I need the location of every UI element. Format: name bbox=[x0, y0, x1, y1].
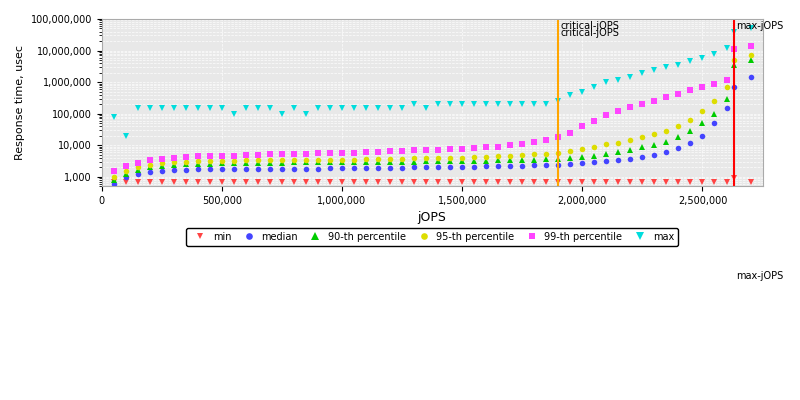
max bbox=[554, 99, 563, 104]
min bbox=[109, 179, 118, 184]
90-th percentile bbox=[217, 161, 226, 166]
Text: critical-jOPS: critical-jOPS bbox=[561, 28, 619, 38]
Line: 99-th percentile: 99-th percentile bbox=[111, 43, 754, 174]
median bbox=[349, 166, 358, 170]
max bbox=[109, 114, 118, 119]
95-th percentile bbox=[217, 158, 226, 163]
min bbox=[494, 179, 503, 184]
Line: median: median bbox=[111, 75, 754, 186]
median bbox=[458, 164, 467, 169]
99-th percentile bbox=[217, 153, 226, 158]
median bbox=[542, 162, 551, 167]
max bbox=[229, 111, 238, 116]
median bbox=[746, 75, 755, 80]
95-th percentile bbox=[458, 155, 467, 160]
X-axis label: jOPS: jOPS bbox=[418, 212, 446, 224]
min bbox=[217, 179, 226, 184]
99-th percentile bbox=[746, 44, 755, 48]
max bbox=[121, 133, 130, 138]
min bbox=[349, 179, 358, 184]
Line: 95-th percentile: 95-th percentile bbox=[111, 53, 754, 180]
max bbox=[362, 106, 371, 110]
Line: min: min bbox=[111, 175, 754, 184]
90-th percentile bbox=[746, 58, 755, 62]
Y-axis label: Response time, usec: Response time, usec bbox=[15, 45, 25, 160]
Text: max-jOPS: max-jOPS bbox=[736, 271, 783, 281]
99-th percentile bbox=[542, 137, 551, 142]
median bbox=[109, 181, 118, 186]
95-th percentile bbox=[746, 53, 755, 58]
median bbox=[482, 164, 491, 169]
Line: 90-th percentile: 90-th percentile bbox=[110, 56, 754, 183]
90-th percentile bbox=[349, 160, 358, 164]
Text: critical-jOPS: critical-jOPS bbox=[560, 21, 619, 31]
90-th percentile bbox=[109, 177, 118, 182]
95-th percentile bbox=[109, 174, 118, 179]
max bbox=[506, 102, 515, 106]
median bbox=[494, 164, 503, 168]
95-th percentile bbox=[349, 157, 358, 162]
min bbox=[458, 179, 467, 184]
90-th percentile bbox=[458, 158, 467, 163]
max bbox=[746, 26, 755, 31]
99-th percentile bbox=[494, 144, 503, 149]
min bbox=[746, 179, 755, 184]
Line: max: max bbox=[110, 25, 754, 139]
95-th percentile bbox=[482, 155, 491, 160]
99-th percentile bbox=[482, 145, 491, 150]
median bbox=[217, 167, 226, 172]
90-th percentile bbox=[542, 157, 551, 162]
90-th percentile bbox=[494, 158, 503, 163]
90-th percentile bbox=[482, 158, 491, 163]
99-th percentile bbox=[109, 169, 118, 174]
95-th percentile bbox=[494, 154, 503, 159]
95-th percentile bbox=[542, 151, 551, 156]
99-th percentile bbox=[349, 150, 358, 155]
Legend: min, median, 90-th percentile, 95-th percentile, 99-th percentile, max: min, median, 90-th percentile, 95-th per… bbox=[186, 228, 678, 246]
max bbox=[470, 102, 479, 106]
Text: max-jOPS: max-jOPS bbox=[736, 21, 783, 31]
min bbox=[729, 176, 738, 180]
99-th percentile bbox=[458, 146, 467, 151]
min bbox=[482, 179, 491, 184]
max bbox=[494, 102, 503, 106]
min bbox=[542, 179, 551, 184]
